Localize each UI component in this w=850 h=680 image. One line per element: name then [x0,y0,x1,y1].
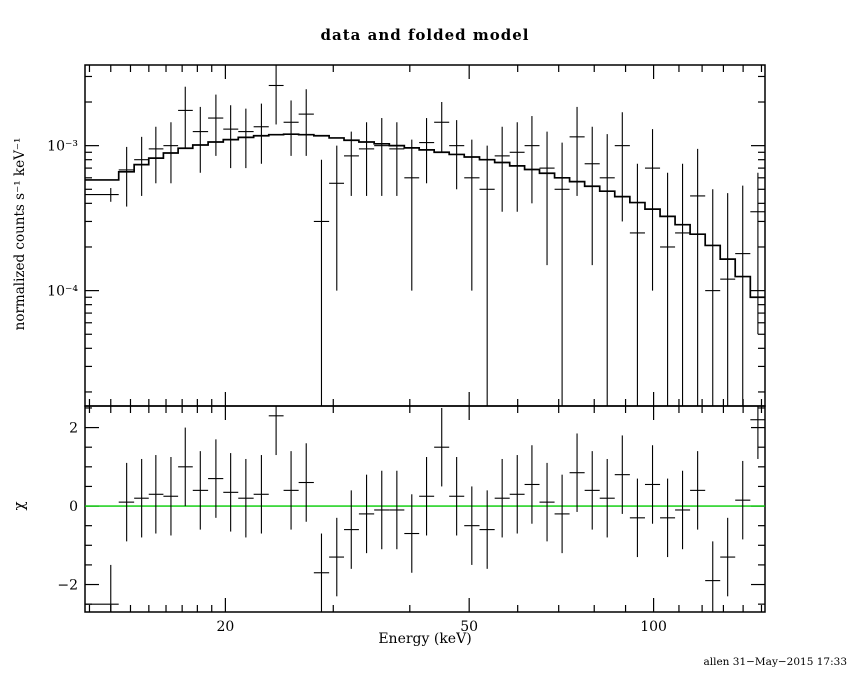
x-axis-label: Energy (keV) [378,631,472,647]
svg-text:20: 20 [216,619,234,635]
svg-text:−2: −2 [57,578,78,594]
timestamp-label: allen 31−May−2015 17:33 [703,656,847,668]
svg-text:10⁻³: 10⁻³ [47,139,78,155]
y-axis-label-spectrum: normalized counts s⁻¹ keV⁻¹ [12,137,28,331]
svg-text:10⁻⁴: 10⁻⁴ [47,284,78,300]
svg-text:100: 100 [640,619,667,635]
plot-title: data and folded model [320,26,530,44]
svg-text:0: 0 [69,499,78,515]
svg-text:50: 50 [460,619,478,635]
y-axis-label-chi: χ [10,501,28,511]
svg-text:2: 2 [69,421,78,437]
